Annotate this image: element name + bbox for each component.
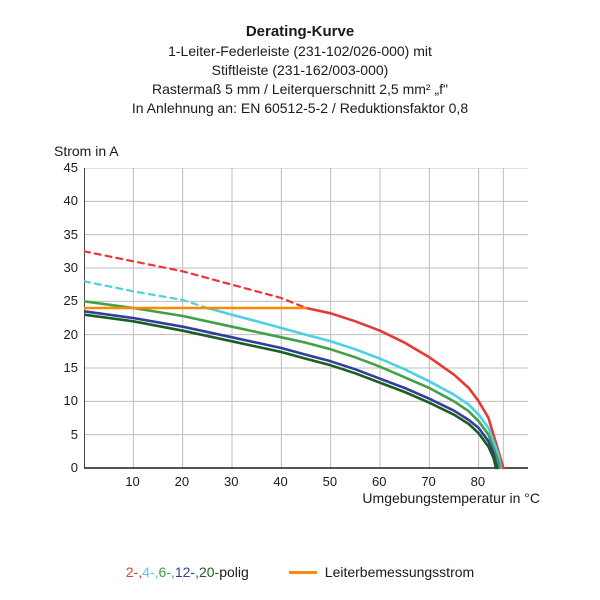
y-tick-label: 45 <box>64 160 78 175</box>
legend-item: 20- <box>199 564 219 580</box>
y-tick-label: 10 <box>64 393 78 408</box>
y-tick-label: 0 <box>71 460 78 475</box>
x-tick-label: 20 <box>175 474 189 489</box>
x-tick-label: 10 <box>125 474 139 489</box>
x-tick-label: 40 <box>273 474 287 489</box>
x-tick-label: 60 <box>372 474 386 489</box>
legend-swatch-icon <box>289 571 317 574</box>
x-tick-label: 30 <box>224 474 238 489</box>
legend-rated-current: Leiterbemessungsstrom <box>289 564 474 580</box>
y-tick-label: 40 <box>64 193 78 208</box>
y-tick-label: 35 <box>64 227 78 242</box>
x-tick-label: 70 <box>421 474 435 489</box>
y-tick-label: 5 <box>71 427 78 442</box>
x-tick-label: 50 <box>323 474 337 489</box>
chart-subtitle-2: Stiftleiste (231-162/003-000) <box>0 61 600 80</box>
legend: 2-, 4-, 6-, 12-, 20- polig Leiterbemessu… <box>0 564 600 580</box>
legend-rated-current-label: Leiterbemessungsstrom <box>325 564 474 580</box>
y-tick-label: 30 <box>64 260 78 275</box>
plot-area <box>84 168 530 470</box>
legend-suffix: polig <box>219 564 249 580</box>
chart-subtitle-3: Rastermaß 5 mm / Leiterquerschnitt 2,5 m… <box>0 80 600 99</box>
y-tick-label: 20 <box>64 327 78 342</box>
series-2-polig-dash <box>84 251 306 308</box>
legend-series: 2-, 4-, 6-, 12-, 20- polig <box>126 564 249 580</box>
chart-title: Derating-Kurve <box>0 22 600 42</box>
legend-item: 2-, <box>126 564 142 580</box>
chart-subtitle-4: In Anlehnung an: EN 60512-5-2 / Reduktio… <box>0 99 600 118</box>
legend-item: 4-, <box>142 564 158 580</box>
chart-container: Derating-Kurve 1-Leiter-Federleiste (231… <box>0 0 600 600</box>
x-axis-title: Umgebungstemperatur in °C <box>362 490 540 506</box>
y-tick-label: 15 <box>64 360 78 375</box>
title-block: Derating-Kurve 1-Leiter-Federleiste (231… <box>0 22 600 118</box>
chart-subtitle-1: 1-Leiter-Federleiste (231-102/026-000) m… <box>0 42 600 61</box>
legend-item: 6-, <box>158 564 174 580</box>
x-tick-label: 80 <box>471 474 485 489</box>
y-tick-label: 25 <box>64 293 78 308</box>
legend-item: 12-, <box>175 564 199 580</box>
y-axis-title: Strom in A <box>54 143 119 159</box>
